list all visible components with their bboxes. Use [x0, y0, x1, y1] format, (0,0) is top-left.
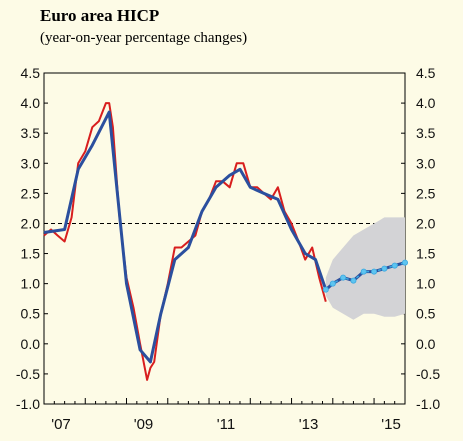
y-tick-label-left: 2.0 [21, 215, 41, 231]
y-tick-label-left: 3.5 [21, 125, 41, 141]
y-tick-label-right: 0.5 [416, 306, 436, 322]
y-tick-label-right: 1.5 [416, 246, 436, 262]
series-actual-line [43, 102, 327, 381]
chart-subtitle: (year-on-year percentage changes) [40, 30, 248, 46]
y-tick-label-right: 4.0 [416, 95, 436, 111]
projection-point [322, 286, 329, 293]
y-tick-label-right: 3.5 [416, 125, 436, 141]
series-projection-dash [325, 261, 406, 291]
x-tick-label: '13 [299, 416, 319, 433]
y-tick-label-left: 0.5 [21, 306, 41, 322]
projection-point [350, 277, 357, 284]
x-tick-label: '09 [134, 416, 154, 433]
projection-point [401, 259, 408, 266]
y-tick-label-right: 3.0 [416, 155, 436, 171]
y-tick-label-right: 0.0 [416, 336, 436, 352]
y-tick-label-left: 2.5 [21, 185, 41, 201]
y-tick-label-left: -1.0 [16, 396, 40, 412]
y-tick-label-right: 4.5 [416, 65, 436, 81]
y-tick-label-left: 0.0 [21, 336, 41, 352]
projection-point [391, 262, 398, 269]
y-tick-label-left: -0.5 [16, 366, 40, 382]
y-tick-label-left: 3.0 [21, 155, 41, 171]
x-tick-label: '15 [381, 416, 401, 433]
y-tick-label-right: 2.0 [416, 215, 436, 231]
projection-point [340, 274, 347, 281]
y-tick-label-left: 1.0 [21, 276, 41, 292]
chart-title: Euro area HICP [40, 6, 160, 25]
y-tick-label-right: 1.0 [416, 276, 436, 292]
projection-point [371, 268, 378, 275]
y-tick-label-left: 4.0 [21, 95, 41, 111]
x-tick-label: '07 [51, 416, 71, 433]
y-tick-label-left: 1.5 [21, 246, 41, 262]
series-trend-line [43, 110, 328, 364]
x-tick-label: '11 [217, 416, 235, 433]
y-tick-label-right: 2.5 [416, 185, 436, 201]
projection-point [360, 268, 367, 275]
projection-point [329, 280, 336, 287]
y-tick-label-right: -1.0 [416, 396, 440, 412]
y-tick-label-right: -0.5 [416, 366, 440, 382]
projection-point [381, 265, 388, 272]
projection-range-band [325, 217, 405, 320]
y-tick-label-left: 4.5 [21, 65, 41, 81]
